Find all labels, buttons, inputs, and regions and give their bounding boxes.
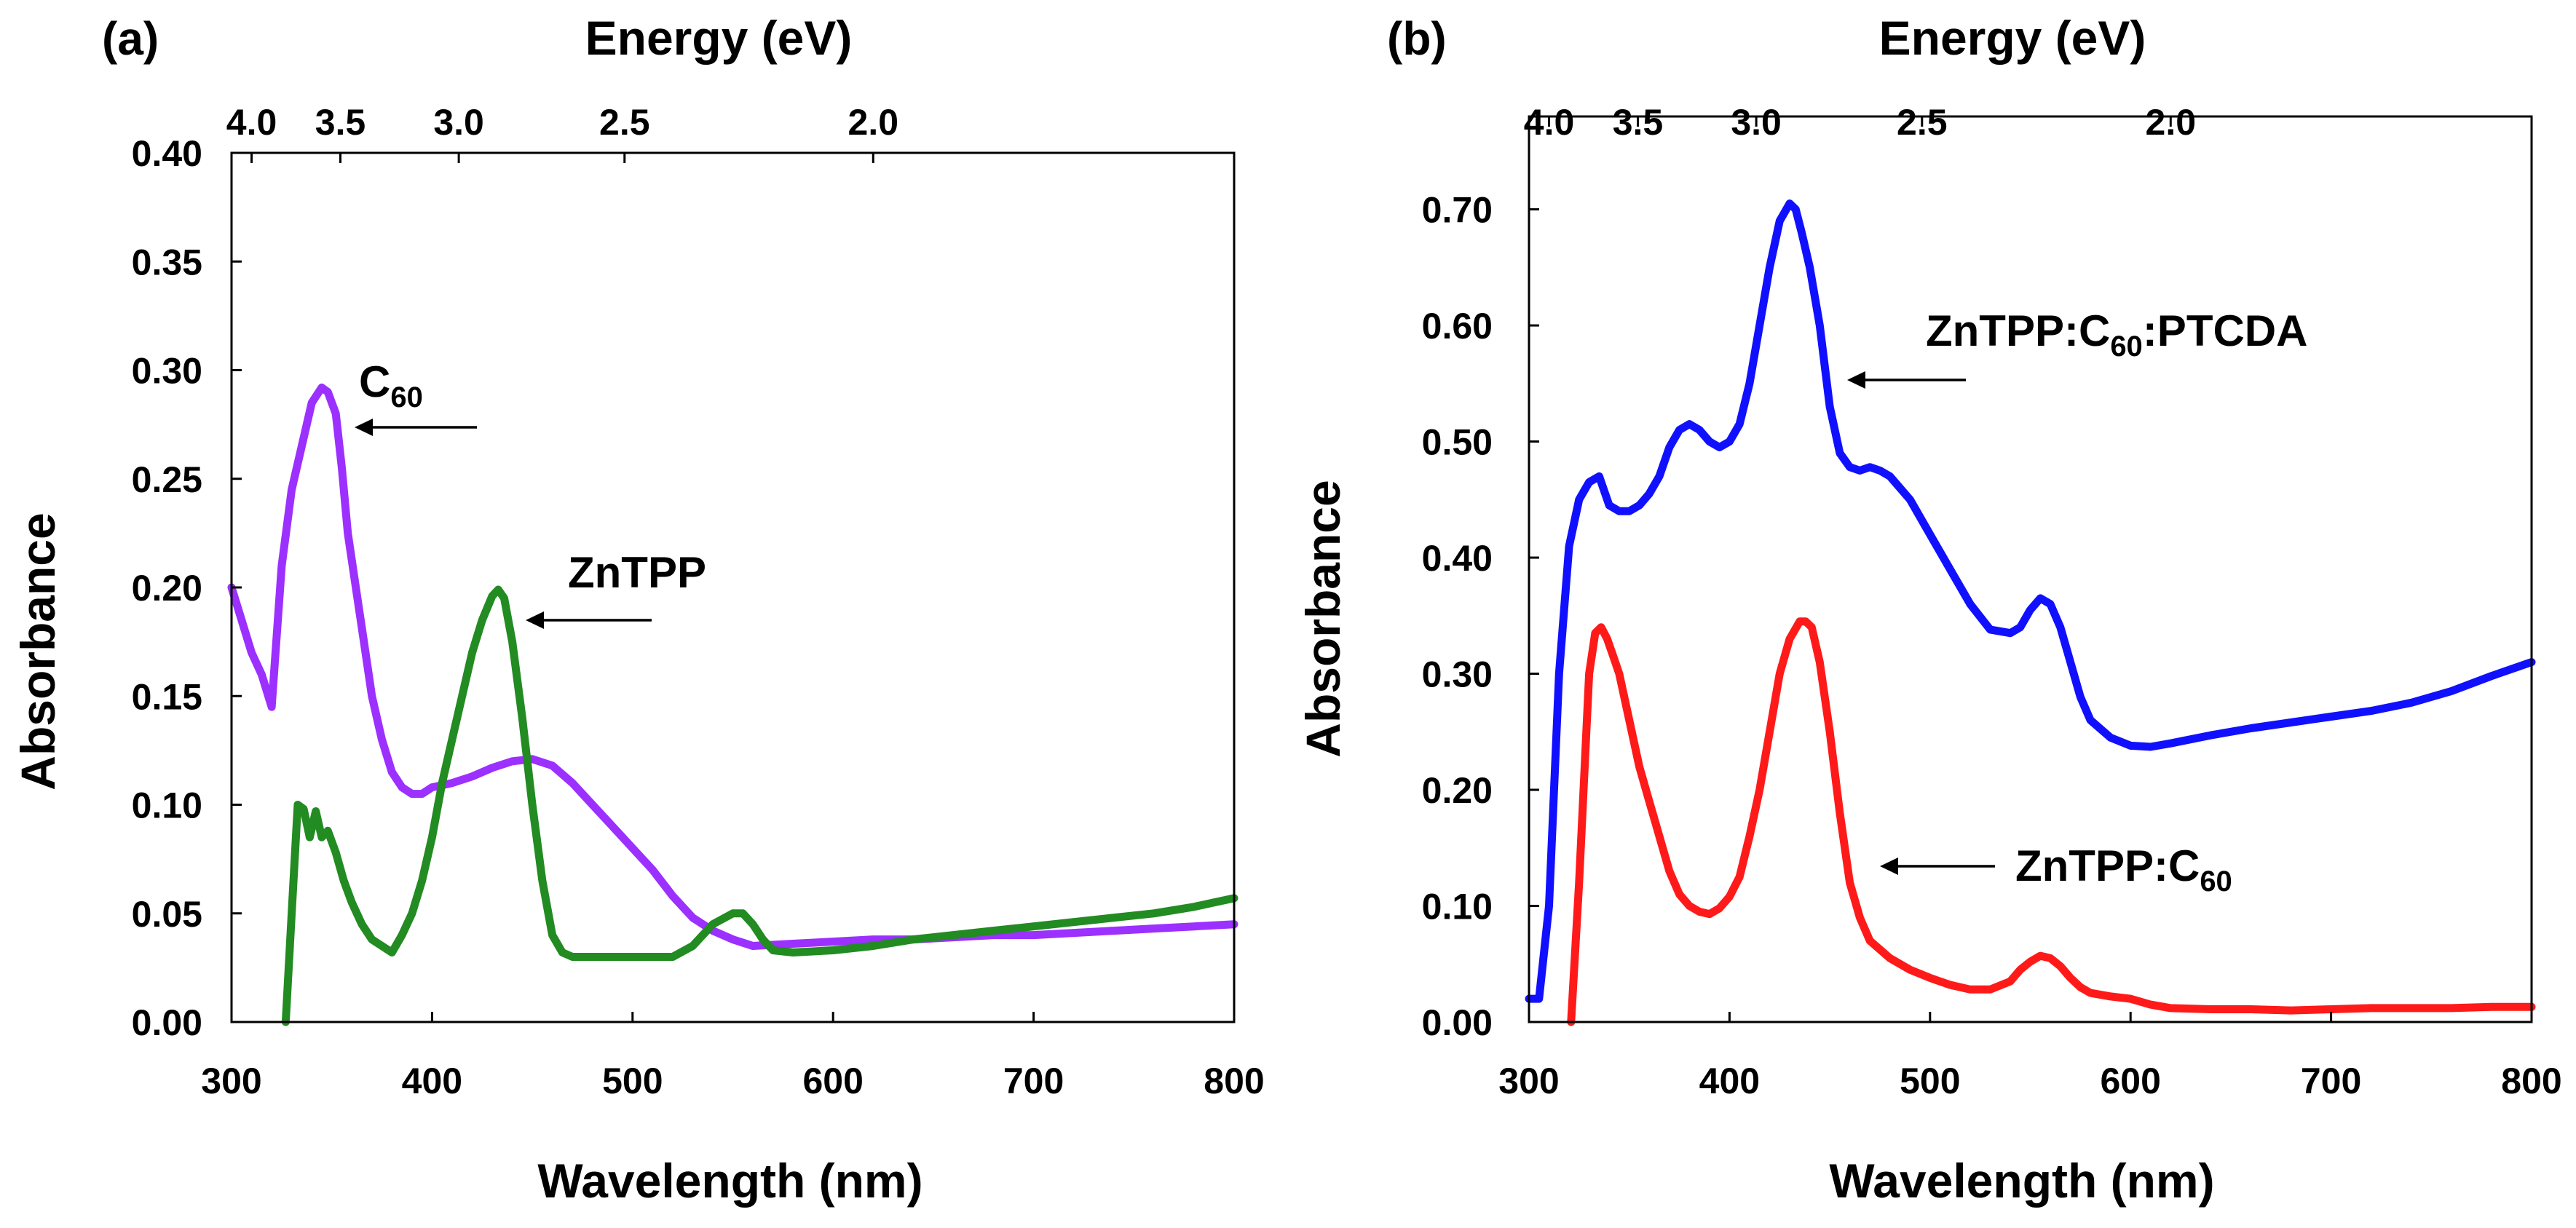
panel-a: (a) Energy (eV) 4.0 3.5 3.0 2.5 2.0 0.00… — [11, 11, 1265, 1208]
panel-a-y-tick-label: 0.05 — [132, 894, 202, 935]
panel-b-series-zntpp-c60-ptcda — [1525, 199, 2536, 1003]
panel-a-x-tick-label: 400 — [402, 1061, 462, 1101]
panel-a-x-axis-title: Wavelength (nm) — [537, 1154, 922, 1208]
panel-a-x-tick-label: 300 — [201, 1061, 261, 1101]
panel-a-x-tick-label: 800 — [1204, 1061, 1264, 1101]
panel-a-annotation-zntpp: ZnTPP — [568, 548, 706, 597]
panel-a-y-tick-label: 0.35 — [132, 242, 202, 282]
panel-b-label: (b) — [1387, 12, 1447, 65]
panel-b-y-tick-label: 0.50 — [1422, 422, 1493, 463]
panel-a-top-tick-label: 4.0 — [226, 102, 277, 143]
panel-a-label: (a) — [102, 12, 159, 65]
panel-b-x-tick-label: 800 — [2501, 1061, 2561, 1101]
panel-a-top-tick-label: 3.0 — [433, 102, 484, 143]
panel-b: (b) Energy (eV) 4.0 3.5 3.0 2.5 2.0 0.00… — [1296, 11, 2562, 1208]
panel-a-y-tick-label: 0.20 — [132, 568, 202, 609]
panel-b-y-tick-label: 0.40 — [1422, 538, 1493, 579]
panel-a-x-tick-label: 700 — [1003, 1061, 1064, 1101]
panel-b-y-axis-title: Absorbance — [1296, 480, 1350, 757]
panel-a-y-tick-label: 0.10 — [132, 785, 202, 826]
panel-a-top-tick-label: 2.0 — [848, 102, 899, 143]
panel-b-y-tick-label: 0.00 — [1422, 1002, 1493, 1043]
panel-a-annotation-c60: C60 — [359, 357, 423, 413]
panel-b-x-tick-label: 600 — [2100, 1061, 2160, 1101]
panel-b-y-tick-label: 0.10 — [1422, 887, 1493, 927]
panel-b-y-tick-label: 0.70 — [1422, 190, 1493, 231]
panel-b-annotation-ternary: ZnTPP:C60:PTCDA — [1926, 306, 2307, 363]
panel-b-x-tick-label: 400 — [1699, 1061, 1760, 1101]
panel-b-annotation-binary: ZnTPP:C60 — [2015, 841, 2232, 898]
panel-b-plot-frame — [1528, 115, 2533, 1023]
panel-b-plot-area — [1525, 199, 2536, 1026]
panel-a-y-axis-title: Absorbance — [11, 512, 65, 790]
panel-b-x-tick-label: 300 — [1498, 1061, 1559, 1101]
panel-a-y-tick-label: 0.15 — [132, 676, 202, 717]
panel-b-arrowhead-binary — [1880, 857, 1898, 875]
panel-b-series-zntpp-c60 — [1567, 617, 2536, 1026]
panel-b-y-tick-label: 0.30 — [1422, 654, 1493, 695]
panel-a-series-zntpp — [281, 585, 1238, 1026]
panel-b-x-axis-title: Wavelength (nm) — [1829, 1154, 2214, 1208]
panel-a-y-tick-label: 0.00 — [132, 1002, 202, 1043]
panel-a-top-axis-title: Energy (eV) — [585, 11, 853, 65]
panel-a-arrowhead-c60 — [355, 419, 373, 436]
panel-a-x-tick-label: 600 — [802, 1061, 863, 1101]
panel-a-top-tick-label: 3.5 — [315, 102, 366, 143]
panel-a-plot-area — [227, 383, 1238, 1026]
panel-b-y-tick-label: 0.20 — [1422, 770, 1493, 811]
panel-b-top-axis-title: Energy (eV) — [1879, 11, 2146, 65]
panel-b-arrowhead-ternary — [1847, 371, 1865, 389]
panel-a-top-tick-label: 2.5 — [599, 102, 650, 143]
panel-b-y-tick-label: 0.60 — [1422, 306, 1493, 346]
panel-a-y-tick-label: 0.40 — [132, 133, 202, 174]
panel-b-x-tick-label: 700 — [2301, 1061, 2361, 1101]
panel-a-arrowhead-zntpp — [526, 611, 544, 629]
panel-a-y-tick-label: 0.25 — [132, 459, 202, 500]
panel-a-x-tick-label: 500 — [602, 1061, 663, 1101]
panel-b-x-tick-label: 500 — [1900, 1061, 1960, 1101]
panel-a-y-tick-label: 0.30 — [132, 351, 202, 392]
